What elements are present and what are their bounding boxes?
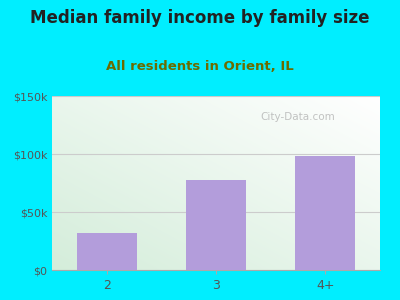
Text: All residents in Orient, IL: All residents in Orient, IL: [106, 60, 294, 73]
Text: Median family income by family size: Median family income by family size: [30, 9, 370, 27]
Text: City-Data.com: City-Data.com: [261, 112, 335, 122]
Bar: [295, 156, 356, 270]
Bar: [77, 233, 137, 270]
Bar: [186, 179, 246, 270]
